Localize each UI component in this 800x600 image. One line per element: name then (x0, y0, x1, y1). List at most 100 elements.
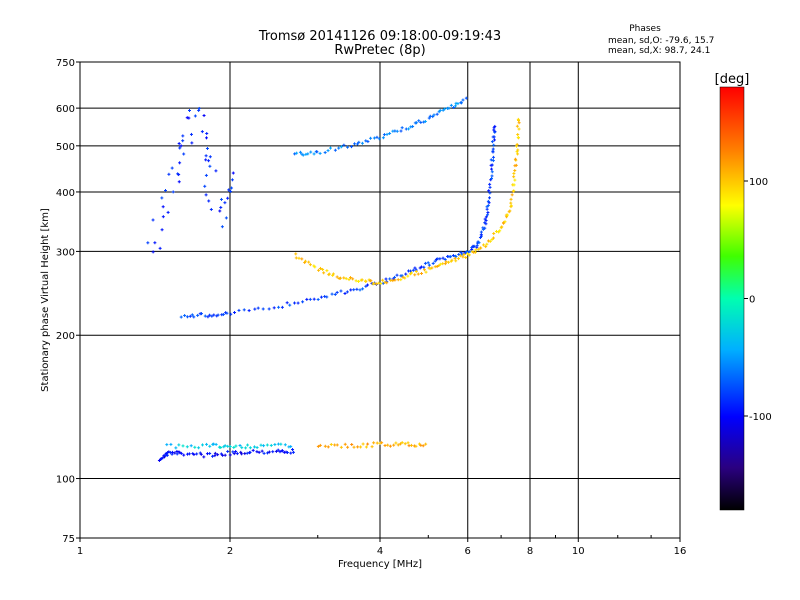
data-point (205, 442, 209, 446)
data-point (289, 445, 293, 449)
data-point (175, 452, 179, 456)
data-point (404, 272, 408, 276)
data-point (167, 172, 171, 176)
data-point (161, 215, 165, 219)
colorbar (719, 86, 745, 511)
data-point (411, 268, 415, 272)
data-point (226, 444, 230, 448)
data-point (248, 450, 252, 454)
data-point (239, 450, 243, 454)
data-point (267, 307, 271, 311)
data-point (385, 281, 389, 285)
data-point (431, 115, 435, 119)
data-point (512, 175, 516, 179)
data-point (459, 250, 463, 254)
data-point (181, 134, 185, 138)
data-point (438, 262, 442, 266)
data-point (492, 143, 496, 147)
data-point (199, 312, 203, 316)
x-axis-ticks: 1 2 4 6 8 10 16 (77, 535, 686, 557)
data-point (260, 449, 264, 453)
data-point (491, 236, 495, 240)
y-tick-label: 400 (56, 188, 75, 199)
data-point (379, 282, 383, 286)
data-point (490, 177, 494, 181)
data-point (213, 451, 217, 455)
data-point (348, 276, 352, 280)
data-point (211, 454, 215, 458)
data-point (516, 133, 520, 137)
data-point (308, 297, 312, 301)
data-point (393, 275, 397, 279)
data-point (165, 443, 169, 447)
data-point (492, 135, 496, 139)
data-point (193, 114, 197, 118)
data-point (515, 124, 519, 128)
data-point (441, 262, 445, 266)
data-point (176, 172, 180, 176)
data-point (493, 124, 497, 128)
data-point (220, 225, 224, 229)
data-point (484, 245, 488, 249)
data-point (178, 161, 182, 165)
data-point (208, 313, 212, 317)
data-point (177, 180, 181, 184)
data-point (388, 444, 392, 448)
data-point (422, 120, 426, 124)
data-point (419, 120, 423, 124)
data-point (350, 442, 354, 446)
data-point (207, 199, 211, 203)
data-point (454, 255, 458, 259)
data-point (231, 171, 235, 175)
data-point (312, 297, 316, 301)
data-point (398, 442, 402, 446)
data-point (291, 448, 295, 452)
data-point (356, 142, 360, 146)
data-point (413, 266, 417, 270)
data-point (472, 244, 476, 248)
data-point (182, 453, 186, 457)
data-point (426, 261, 430, 265)
data-point (183, 314, 187, 318)
data-point (352, 445, 356, 449)
data-point (240, 452, 244, 456)
data-point (443, 262, 447, 266)
data-point (382, 133, 386, 137)
data-point (333, 148, 337, 152)
data-point (490, 163, 494, 167)
data-point (233, 311, 237, 315)
data-point (381, 278, 385, 282)
data-point (506, 213, 510, 217)
data-point (185, 445, 189, 449)
data-point (208, 164, 212, 168)
data-point (274, 449, 278, 453)
data-point (491, 155, 495, 159)
data-point (386, 443, 390, 447)
data-point (178, 146, 182, 150)
data-point (158, 246, 162, 250)
data-point (305, 297, 309, 301)
data-point (219, 445, 223, 449)
data-point (226, 196, 230, 200)
data-point (491, 147, 495, 151)
data-point (396, 278, 400, 282)
data-point (342, 276, 346, 280)
data-point (161, 456, 165, 460)
data-point (197, 106, 201, 110)
data-point (202, 114, 206, 118)
data-point (230, 178, 234, 182)
data-point (406, 274, 410, 278)
data-point (232, 452, 236, 456)
data-point (262, 451, 266, 455)
data-point (190, 313, 194, 317)
data-point (489, 158, 493, 162)
data-point (329, 442, 333, 446)
data-point (420, 271, 424, 275)
data-point (512, 189, 516, 193)
data-point (374, 282, 378, 286)
data-point (294, 252, 298, 256)
data-point (458, 254, 462, 258)
data-point (375, 441, 379, 445)
data-point (262, 444, 266, 448)
data-point (516, 136, 520, 140)
